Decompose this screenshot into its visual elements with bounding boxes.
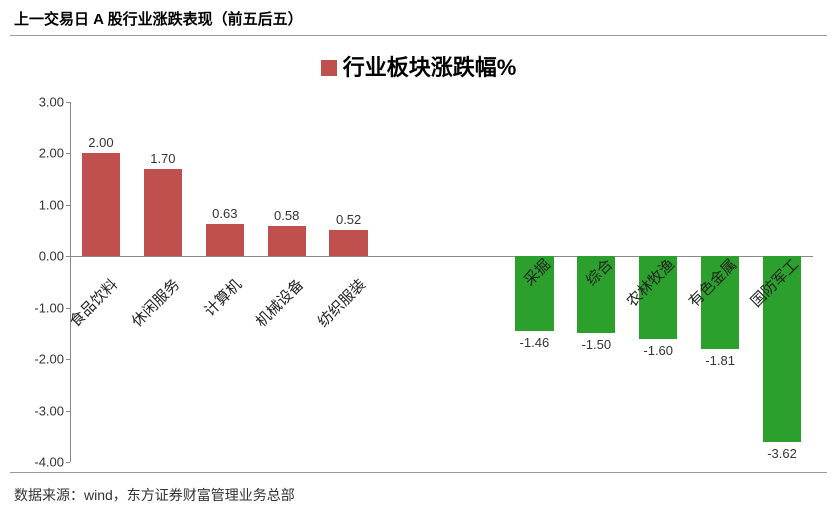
legend-swatch-icon: [321, 60, 337, 76]
chart-area: 行业板块涨跌幅% 3.002.001.000.00-1.00-2.00-3.00…: [14, 42, 823, 472]
category-label: 纺织服装: [312, 274, 369, 331]
y-tick-label: -2.00: [20, 352, 64, 367]
bar-value-label: 0.52: [336, 212, 361, 227]
y-tick-mark: [66, 102, 70, 103]
y-tick-mark: [66, 462, 70, 463]
chart-plot: 3.002.001.000.00-1.00-2.00-3.00-4.002.00…: [70, 102, 813, 462]
bar-value-label: 0.63: [212, 206, 237, 221]
header-divider: [10, 35, 827, 36]
bar-value-label: -1.50: [581, 337, 611, 352]
bar-value-label: -1.46: [520, 335, 550, 350]
y-tick-mark: [66, 308, 70, 309]
bar-value-label: -1.81: [705, 353, 735, 368]
chart-title: 上一交易日 A 股行业涨跌表现（前五后五）: [0, 0, 837, 35]
y-tick-mark: [66, 359, 70, 360]
y-tick-label: 2.00: [20, 146, 64, 161]
footer-source: 数据来源：wind，东方证券财富管理业务总部: [0, 473, 837, 505]
bar-value-label: 1.70: [150, 151, 175, 166]
bar: [144, 169, 182, 256]
y-tick-label: 3.00: [20, 95, 64, 110]
y-tick-mark: [66, 411, 70, 412]
category-label: 计算机: [199, 274, 246, 321]
y-tick-mark: [66, 153, 70, 154]
y-tick-label: 0.00: [20, 249, 64, 264]
legend-label: 行业板块涨跌幅%: [343, 55, 517, 80]
y-tick-label: -4.00: [20, 455, 64, 470]
bar-value-label: 0.58: [274, 208, 299, 223]
bar-value-label: -1.60: [643, 343, 673, 358]
y-tick-label: -3.00: [20, 403, 64, 418]
category-label: 机械设备: [250, 274, 307, 331]
y-tick-label: 1.00: [20, 197, 64, 212]
chart-legend: 行业板块涨跌幅%: [14, 42, 823, 98]
bar-value-label: -3.62: [767, 446, 797, 461]
bar: [206, 224, 244, 256]
y-axis: [70, 102, 71, 462]
category-label: 休闲服务: [126, 274, 183, 331]
category-label: 食品饮料: [65, 274, 122, 331]
y-tick-mark: [66, 256, 70, 257]
bar: [82, 153, 120, 256]
bar-value-label: 2.00: [88, 135, 113, 150]
bar: [329, 230, 367, 257]
y-tick-mark: [66, 205, 70, 206]
bar: [268, 226, 306, 256]
y-tick-label: -1.00: [20, 300, 64, 315]
